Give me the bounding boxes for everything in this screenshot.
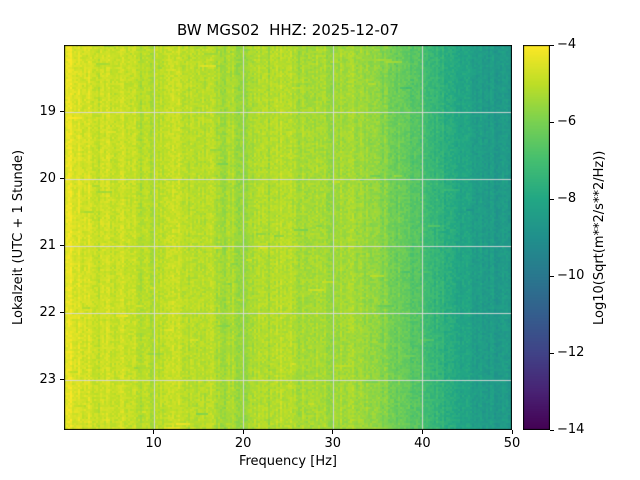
y-tick-mark <box>60 312 64 314</box>
colorbar-tick-mark <box>550 44 554 46</box>
y-tick-label: 20 <box>39 170 56 186</box>
y-tick-label: 22 <box>39 304 56 320</box>
x-tick-label: 10 <box>145 436 162 451</box>
colorbar-tick-label: −10 <box>557 268 585 283</box>
y-tick-mark <box>60 111 64 113</box>
colorbar-tick-mark <box>550 429 554 431</box>
chart-title: BW MGS02 HHZ: 2025-12-07 <box>177 21 399 39</box>
x-tick-mark <box>511 430 513 434</box>
colorbar-tick-label: −4 <box>557 37 577 52</box>
colorbar-label: Log10(Sqrt(m**2/s**2/Hz)) <box>592 150 607 325</box>
x-tick-mark <box>332 430 334 434</box>
colorbar-gradient <box>523 45 550 430</box>
y-tick-label: 19 <box>39 103 56 119</box>
y-tick-mark <box>60 245 64 247</box>
x-tick-mark <box>421 430 423 434</box>
x-tick-mark <box>153 430 155 434</box>
spectrogram-heatmap <box>64 45 512 430</box>
y-tick-label: 21 <box>39 237 56 253</box>
x-tick-label: 40 <box>414 436 431 451</box>
y-tick-mark <box>60 379 64 381</box>
y-axis-label: Lokalzeit (UTC + 1 Stunde) <box>11 149 26 326</box>
colorbar-tick-mark <box>550 198 554 200</box>
y-tick-label: 23 <box>39 371 56 387</box>
colorbar-tick-label: −6 <box>557 114 577 129</box>
colorbar-tick-label: −8 <box>557 191 577 206</box>
x-tick-mark <box>242 430 244 434</box>
colorbar-tick-label: −14 <box>557 422 585 437</box>
x-axis-label: Frequency [Hz] <box>238 454 338 469</box>
x-tick-label: 30 <box>324 436 342 451</box>
colorbar-tick-mark <box>550 121 554 123</box>
colorbar-tick-mark <box>550 352 554 354</box>
y-tick-mark <box>60 178 64 180</box>
x-tick-label: 50 <box>503 436 521 451</box>
x-tick-label: 20 <box>234 436 252 451</box>
colorbar-tick-label: −12 <box>557 345 585 360</box>
colorbar-tick-mark <box>550 275 554 277</box>
